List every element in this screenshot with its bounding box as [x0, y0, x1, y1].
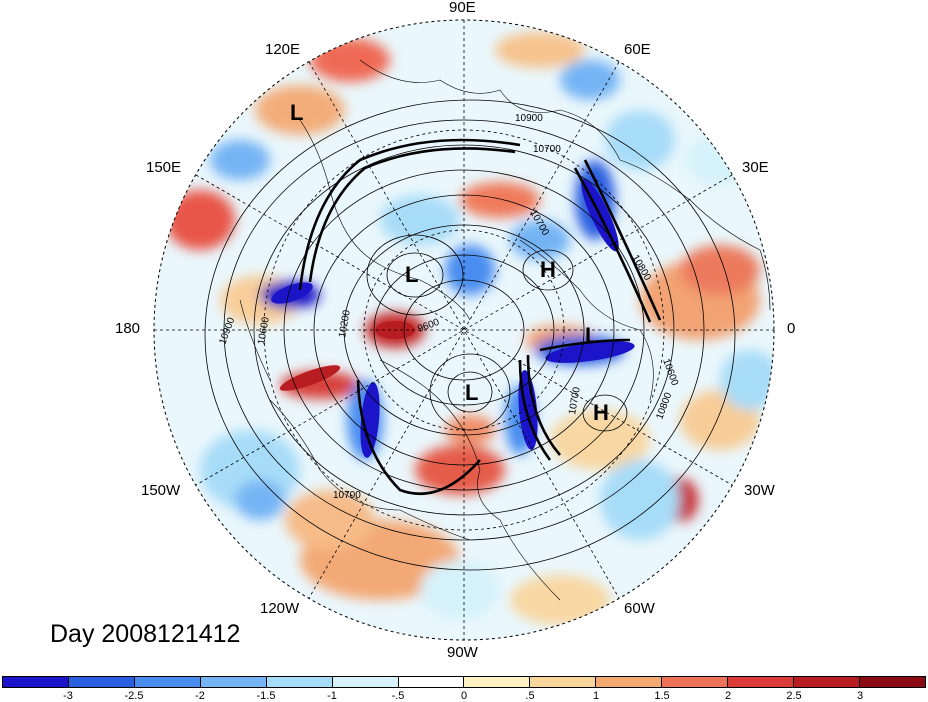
colorbar-tick-label: 3 [856, 690, 864, 702]
lon-label-60e: 60E [624, 41, 651, 58]
lon-label-90e: 90E [449, 0, 476, 16]
map-boundary [153, 19, 775, 641]
lon-label-150w: 150W [141, 482, 181, 499]
colorbar-swatch [794, 677, 860, 687]
colorbar [2, 676, 926, 688]
colorbar-swatch [464, 677, 531, 687]
lon-label-60w: 60W [624, 600, 655, 617]
colorbar-swatch [3, 677, 69, 687]
date-label: Day 2008121412 [50, 620, 241, 648]
colorbar-swatch [68, 677, 135, 687]
jet-contours [298, 138, 662, 495]
contour-label: 10700 [533, 144, 561, 155]
pressure-center-high: H [540, 257, 556, 282]
colorbar-tick-label: 2.5 [786, 690, 802, 702]
colorbar-swatch [530, 677, 597, 687]
anomaly-field [154, 20, 774, 640]
pressure-center-low: L [585, 323, 598, 348]
colorbar-swatch [398, 677, 465, 687]
lon-label-0: 0 [787, 320, 796, 337]
lon-label-180: 180 [115, 320, 141, 337]
lon-label-30w: 30W [744, 482, 775, 499]
pressure-center-low: L [465, 380, 478, 405]
colorbar-tick-label: -2 [195, 690, 205, 702]
colorbar-tick-label: -.5 [391, 690, 405, 702]
colorbar-swatch [596, 677, 663, 687]
colorbar-swatch [134, 677, 201, 687]
contour-label: 10700 [567, 386, 583, 416]
anomaly-blobs [165, 32, 774, 625]
lon-label-120w: 120W [260, 600, 300, 617]
colorbar-swatch [859, 677, 925, 687]
contour-label: 10900 [515, 113, 543, 124]
lon-label-150e: 150E [146, 159, 182, 176]
colorbar-tick-label: 2 [724, 690, 732, 702]
colorbar-swatch [266, 677, 333, 687]
contour-label: 10600 [256, 316, 272, 346]
colorbar-tick-label: 1 [592, 690, 600, 702]
colorbar-tick-label: 0 [460, 690, 468, 702]
pressure-center-low: L [405, 262, 418, 287]
colorbar-swatch [662, 677, 729, 687]
lon-label-120e: 120E [265, 41, 301, 58]
colorbar-tick-label: 1.5 [654, 690, 670, 702]
contour-label: 10200 [337, 309, 353, 339]
colorbar-tick-label: .5 [525, 690, 535, 702]
lon-label-30e: 30E [742, 159, 769, 176]
colorbar-swatch [332, 677, 399, 687]
colorbar-swatch [728, 677, 795, 687]
graticule [154, 20, 774, 640]
colorbar-tick-label: -2.5 [124, 690, 144, 702]
colorbar-tick-label: -1.5 [256, 690, 276, 702]
lon-label-90w: 90W [447, 644, 478, 661]
colorbar-swatch [200, 677, 267, 687]
pressure-center-low: L [290, 100, 303, 125]
colorbar-tick-label: -1 [327, 690, 337, 702]
pressure-center-high: H [593, 400, 609, 425]
colorbar-tick-label: -3 [63, 690, 73, 702]
contour-label: 10700 [333, 490, 361, 501]
